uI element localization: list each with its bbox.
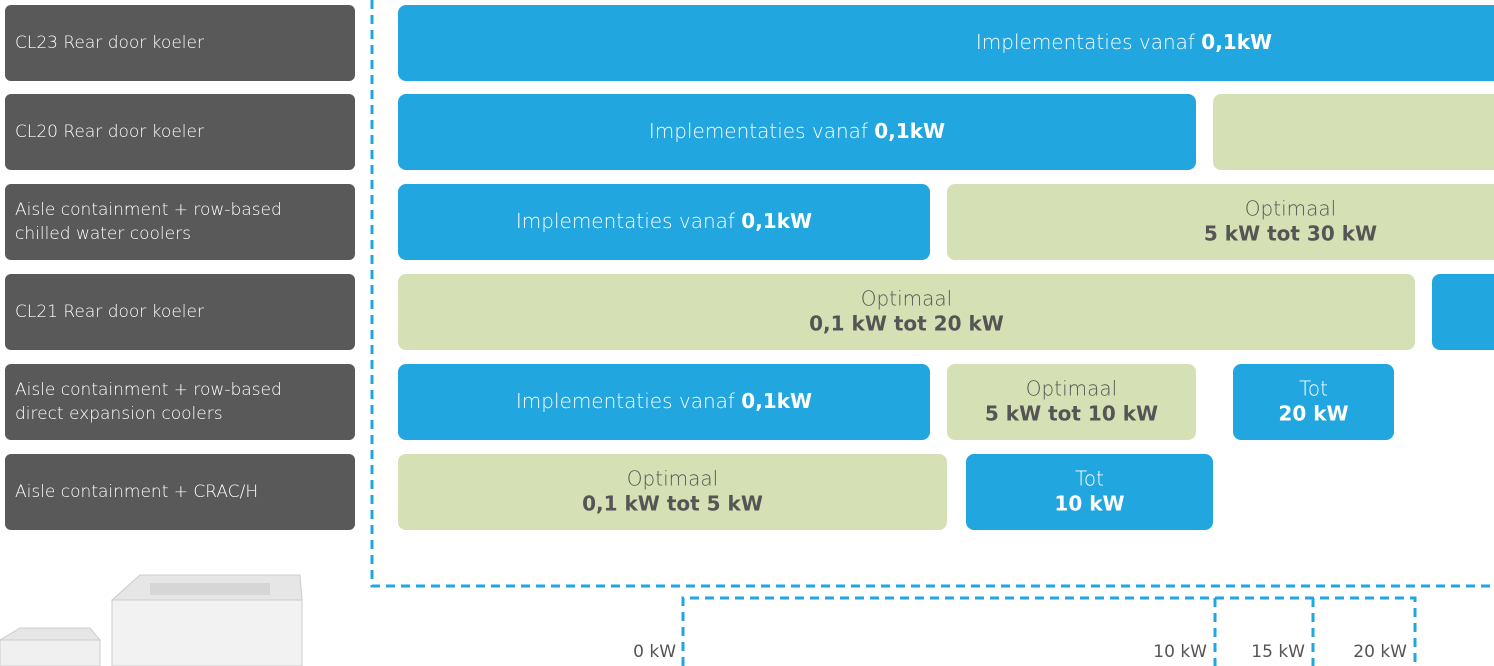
segment-text: Implementaties vanaf 0,1kW	[976, 30, 1272, 54]
segment-value: 5 kW tot 10 kW	[985, 402, 1158, 426]
segment-label: Implementaties vanaf	[976, 30, 1195, 54]
segment-label: Tot	[1075, 467, 1104, 491]
row: CL20 Rear door koeler Implementaties vana…	[5, 94, 1494, 170]
segment-value: 0,1kW	[1201, 30, 1272, 54]
segment-value: 0,1kW	[741, 389, 812, 413]
segment-label: Optimaal	[1026, 377, 1117, 401]
row-label: Aisle containment + CRAC/H	[15, 482, 258, 502]
segment-value: 20 kW	[1278, 402, 1348, 426]
axis-label: 20 kW	[1353, 642, 1407, 662]
row-label: CL23 Rear door koeler	[15, 33, 204, 53]
segment	[1432, 274, 1494, 350]
row-label: direct expansion coolers	[15, 404, 223, 424]
row-label: Aisle containment + row-based	[15, 380, 282, 400]
row-label: CL20 Rear door koeler	[15, 122, 204, 142]
segment	[1213, 94, 1494, 170]
segment-label: Implementaties vanaf	[516, 389, 735, 413]
segment-text: Implementaties vanaf 0,1kW	[649, 119, 945, 143]
segment-label: Optimaal	[1245, 197, 1336, 221]
row-label: chilled water coolers	[15, 224, 191, 244]
row: CL23 Rear door koeler Implementaties vana…	[5, 5, 1494, 81]
segment-label: Implementaties vanaf	[516, 209, 735, 233]
segment-text: Implementaties vanaf 0,1kW	[516, 209, 812, 233]
row-label: CL21 Rear door koeler	[15, 302, 204, 322]
segment-text: Implementaties vanaf 0,1kW	[516, 389, 812, 413]
segment-label: Optimaal	[627, 467, 718, 491]
row-label-box	[5, 184, 355, 260]
axis-label: 0 kW	[633, 642, 676, 662]
segment-value: 0,1 kW tot 20 kW	[809, 312, 1004, 336]
segment-label: Tot	[1299, 377, 1328, 401]
segment-value: 5 kW tot 30 kW	[1204, 222, 1377, 246]
row: Aisle containment + row-based chilled wat…	[5, 184, 1494, 260]
segment-value: 0,1kW	[874, 119, 945, 143]
axis-lines	[683, 598, 1415, 666]
axis-label: 15 kW	[1251, 642, 1305, 662]
row-label-box	[5, 364, 355, 440]
axis-label: 10 kW	[1153, 642, 1207, 662]
segment-value: 10 kW	[1054, 492, 1124, 516]
product-image	[0, 575, 302, 666]
row-label: Aisle containment + row-based	[15, 200, 282, 220]
segment	[398, 5, 1494, 81]
segment-value: 0,1 kW tot 5 kW	[582, 492, 763, 516]
row: Aisle containment + row-based direct expa…	[5, 364, 1394, 440]
segment-value: 0,1kW	[741, 209, 812, 233]
segment-label: Optimaal	[861, 287, 952, 311]
diagram: CL23 Rear door koeler Implementaties vana…	[0, 0, 1494, 666]
segment-label: Implementaties vanaf	[649, 119, 868, 143]
